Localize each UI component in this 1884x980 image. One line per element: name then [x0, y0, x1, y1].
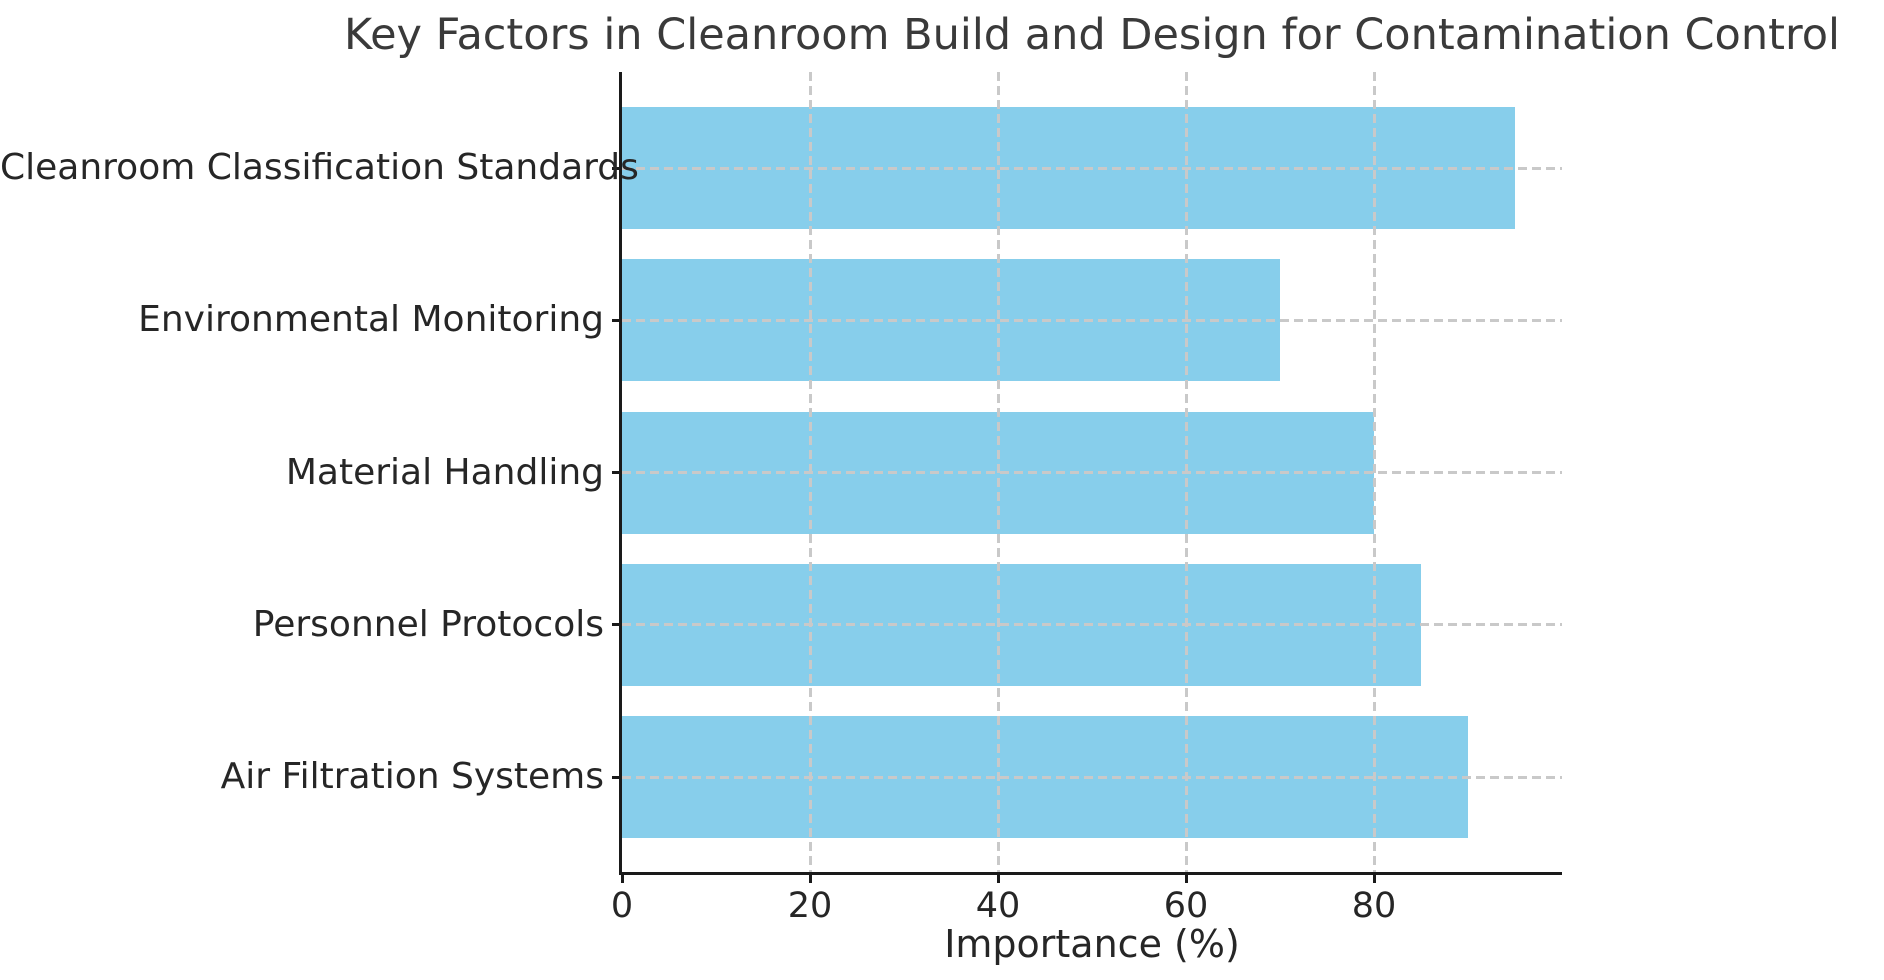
x-tick-mark	[996, 873, 1000, 883]
y-tick-mark	[612, 471, 622, 474]
x-tick-label: 0	[610, 886, 634, 926]
x-tick-label: 20	[787, 886, 833, 926]
x-axis-label: Importance (%)	[944, 922, 1240, 966]
chart-title: Key Factors in Cleanroom Build and Desig…	[344, 10, 1840, 60]
x-axis-spine	[619, 872, 1562, 875]
grid-line-horizontal	[622, 623, 1562, 627]
y-tick-mark	[612, 775, 622, 779]
y-tick-mark	[612, 166, 622, 170]
grid-line-horizontal	[622, 166, 1562, 170]
x-tick-label: 40	[975, 886, 1021, 926]
category-label: Material Handling	[285, 451, 604, 493]
category-label: Environmental Monitoring	[138, 299, 604, 341]
x-tick-label: 80	[1351, 886, 1397, 926]
category-label: Air Filtration Systems	[220, 756, 604, 797]
x-tick-mark	[808, 873, 812, 883]
grid-line-horizontal	[622, 318, 1562, 322]
y-tick-mark	[612, 623, 622, 627]
y-tick-mark	[612, 318, 622, 322]
y-axis-spine	[619, 72, 622, 875]
x-tick-mark	[620, 873, 624, 883]
grid-line-horizontal	[622, 471, 1562, 474]
x-tick-mark	[1184, 873, 1188, 883]
grid-line-horizontal	[622, 775, 1562, 779]
category-label: Cleanroom Classification Standards	[0, 147, 639, 188]
x-tick-label: 60	[1163, 886, 1209, 926]
category-label: Personnel Protocols	[252, 603, 604, 645]
x-tick-mark	[1372, 873, 1376, 883]
